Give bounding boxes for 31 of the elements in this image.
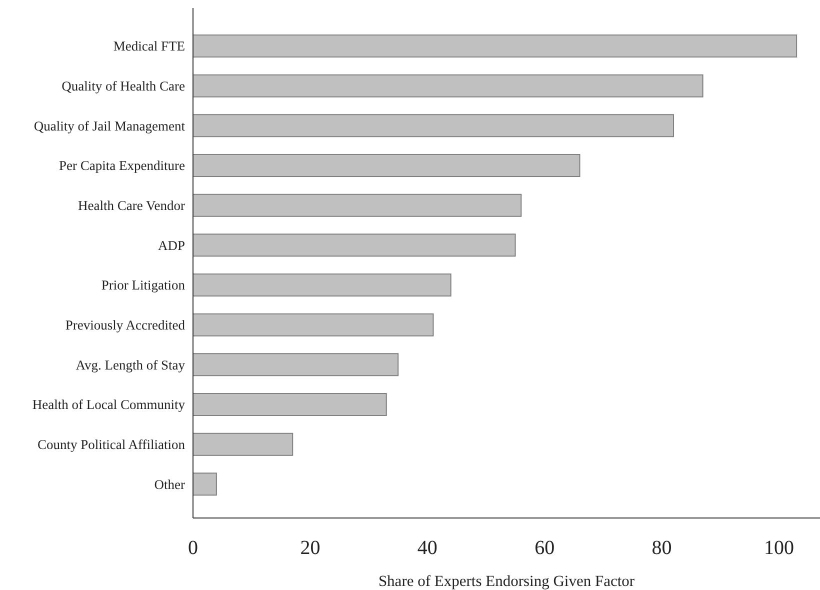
- y-tick-label: Quality of Jail Management: [34, 118, 186, 134]
- y-tick-label: Prior Litigation: [101, 278, 186, 293]
- bar: [193, 472, 217, 496]
- bar: [193, 74, 704, 98]
- bar: [193, 234, 516, 257]
- x-tick-label: 0: [188, 537, 198, 560]
- x-tick-label: 40: [417, 537, 438, 560]
- bar: [193, 34, 798, 58]
- x-tick-label: 60: [534, 537, 555, 560]
- bar: [193, 114, 674, 138]
- y-tick-label: Health of Local Community: [32, 397, 186, 412]
- bar: [193, 353, 399, 376]
- y-tick-label: Health Care Vendor: [78, 198, 186, 214]
- bar: [193, 313, 434, 336]
- y-tick-label: County Political Affiliation: [38, 437, 186, 452]
- y-tick-label: Quality of Health Care: [62, 78, 185, 94]
- x-tick-label: 80: [652, 537, 672, 560]
- bar: [193, 194, 522, 217]
- bar: [193, 274, 452, 296]
- y-tick-label: Previously Accredited: [65, 318, 186, 333]
- y-tick-label: Other: [154, 476, 186, 492]
- x-tick-label: 100: [764, 537, 794, 560]
- bar: [193, 393, 387, 416]
- y-tick-label: Avg. Length of Stay: [76, 357, 186, 372]
- bar: [193, 432, 294, 456]
- y-tick-label: Per Capita Expenditure: [59, 158, 185, 174]
- x-axis-title: Share of Experts Endorsing Given Factor: [378, 573, 636, 590]
- y-tick-label: ADP: [158, 238, 185, 253]
- x-tick-label: 20: [300, 537, 320, 560]
- y-tick-label: Medical FTE: [113, 38, 185, 54]
- bar: [193, 154, 580, 177]
